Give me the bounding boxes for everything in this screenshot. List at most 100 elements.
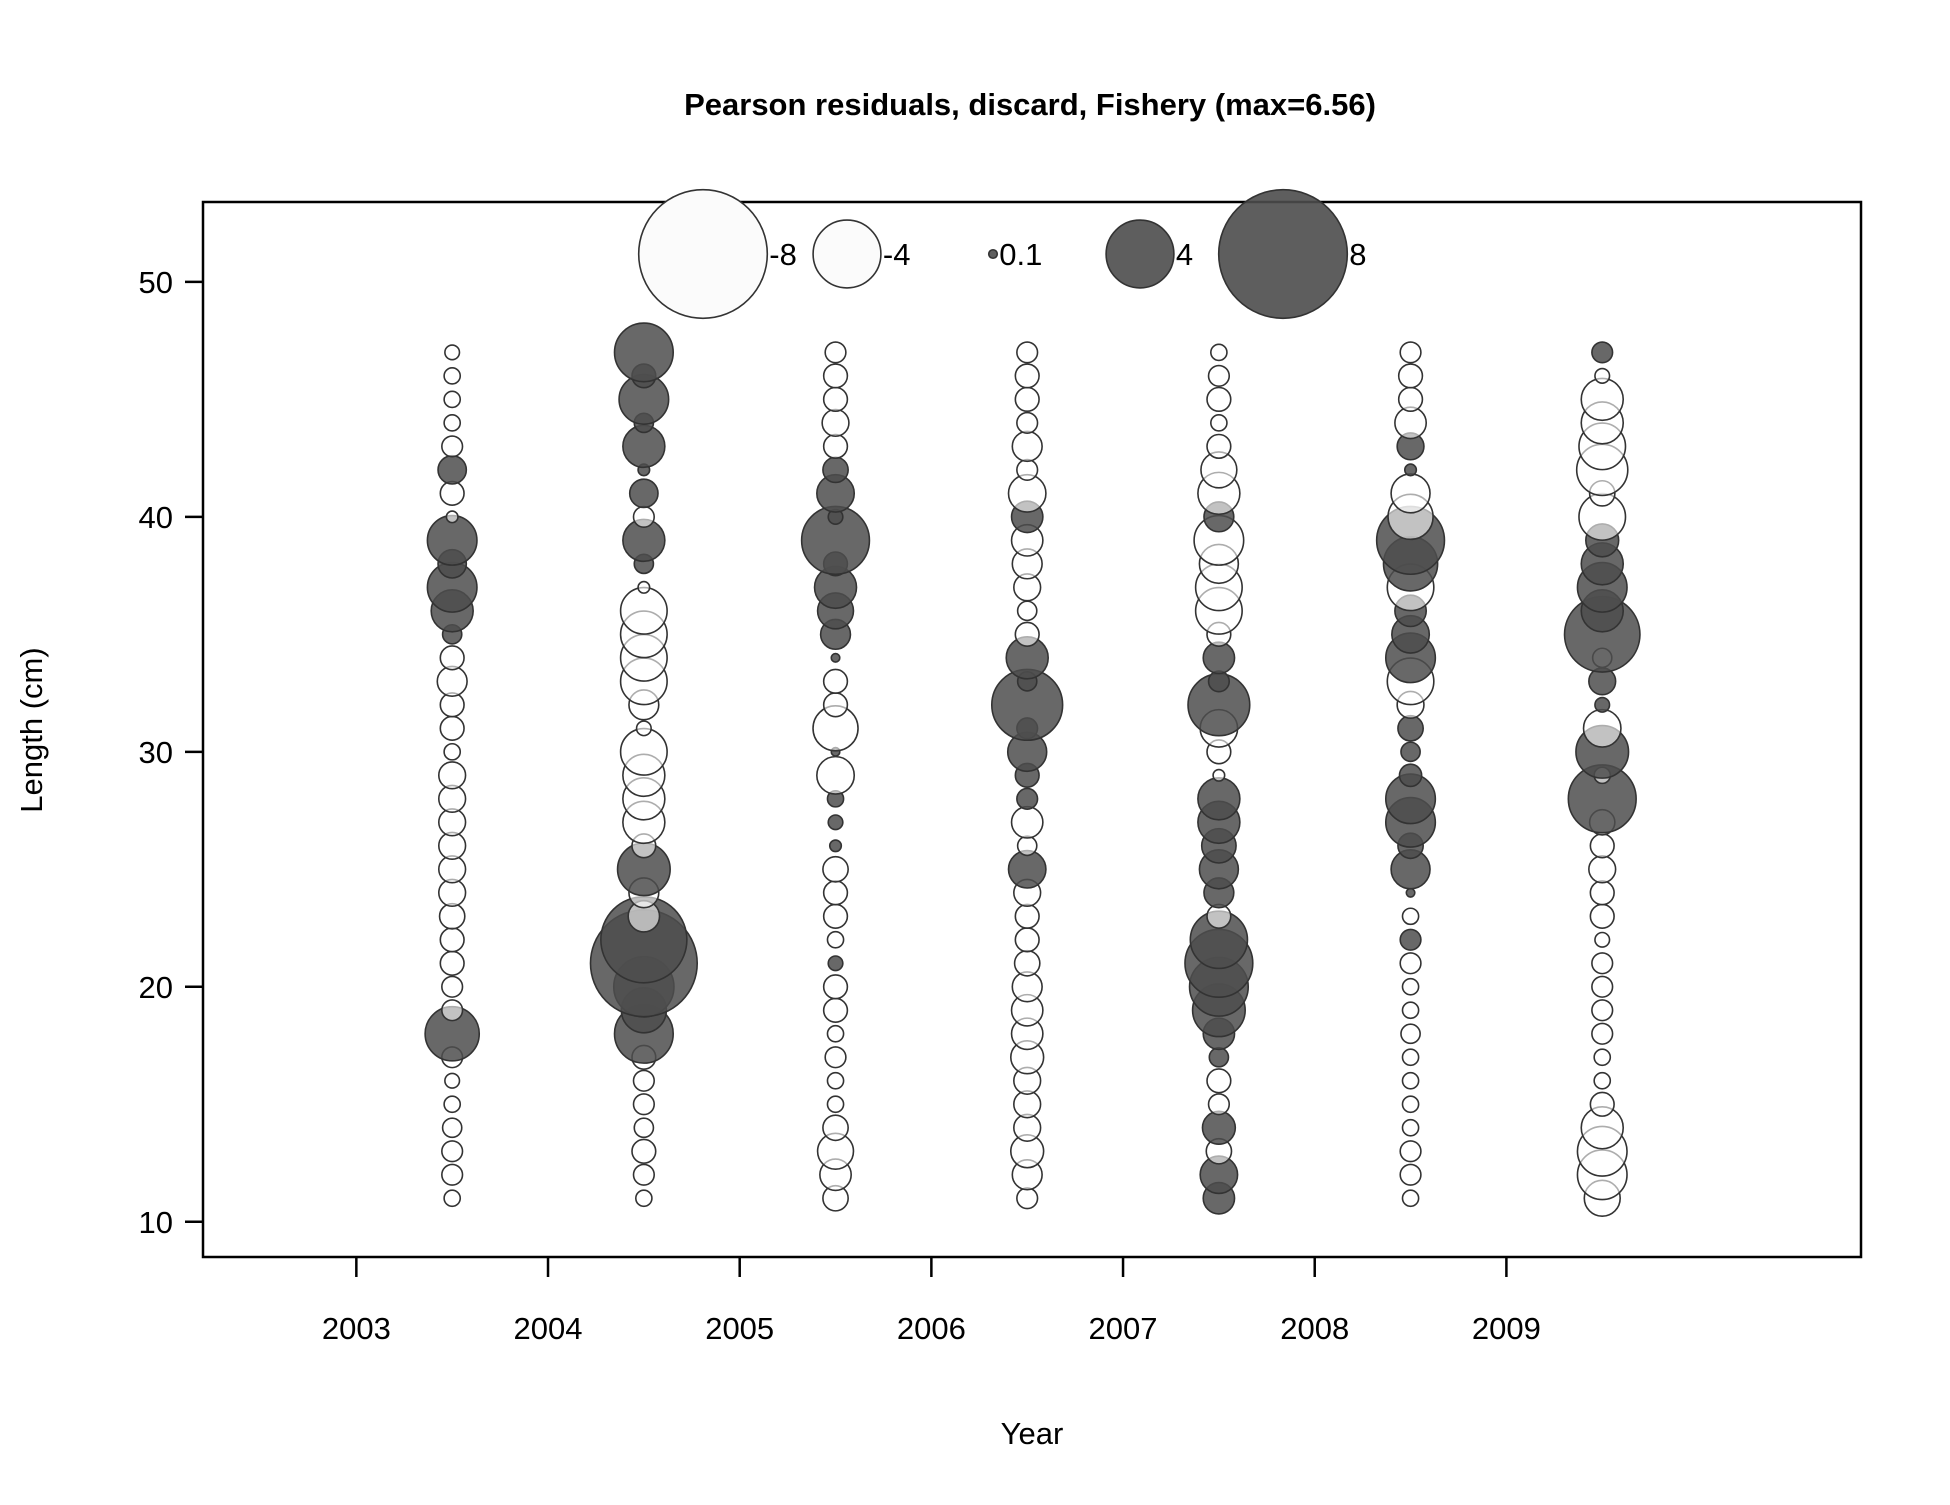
y-axis: 10 20 30 40 50 bbox=[139, 265, 203, 1240]
bubble-2005-len-33 bbox=[822, 668, 849, 694]
bubble-2005-len-27 bbox=[827, 814, 844, 831]
bubble-2003-len-46 bbox=[443, 367, 462, 385]
bubble-2005-len-19 bbox=[822, 997, 849, 1023]
bubble-2006-len-25 bbox=[1007, 849, 1047, 889]
bubble-2006-len-22 bbox=[1014, 927, 1040, 953]
bubble-2004-len-11 bbox=[634, 1189, 653, 1208]
bubble-2005-len-21 bbox=[827, 955, 844, 972]
y-tick-label: 10 bbox=[139, 1205, 173, 1240]
bubble-2009-len-17 bbox=[1593, 1048, 1612, 1067]
y-tick-label: 50 bbox=[139, 265, 173, 300]
bubble-2007-len-28 bbox=[1197, 777, 1241, 821]
bubble-2007-len-45 bbox=[1206, 386, 1232, 413]
bubble-2004-len-31 bbox=[635, 720, 652, 737]
bubble-2005-len-32 bbox=[822, 692, 849, 718]
bubble-2003-len-42 bbox=[437, 454, 468, 485]
bubble-2006-len-36 bbox=[1016, 600, 1038, 622]
bubble-2004-len-41 bbox=[628, 478, 659, 509]
bubble-2006-len-27 bbox=[1010, 805, 1044, 839]
bubble-2008-len-41 bbox=[1390, 473, 1431, 514]
x-tick-label: 2004 bbox=[514, 1311, 583, 1346]
bubble-2007-len-44 bbox=[1210, 414, 1228, 432]
bubble-2005-len-42 bbox=[822, 456, 849, 484]
bubble-2009-len-32 bbox=[1594, 696, 1611, 713]
bubble-2008-len-29 bbox=[1398, 763, 1423, 788]
bubble-2008-len-19 bbox=[1401, 1001, 1420, 1020]
chart-title: Pearson residuals, discard, Fishery (max… bbox=[684, 87, 1376, 122]
bubble-2009-len-24 bbox=[1589, 880, 1615, 906]
bubble-2005-len-45 bbox=[822, 386, 849, 413]
bubble-2005-len-34 bbox=[830, 652, 841, 663]
legend-bubble bbox=[1105, 219, 1175, 289]
bubble-2005-len-20 bbox=[822, 974, 849, 1000]
y-tick-label: 20 bbox=[139, 970, 173, 1005]
bubble-2008-len-31 bbox=[1397, 714, 1424, 742]
bubble-2005-len-15 bbox=[826, 1095, 845, 1114]
bubble-2006-len-11 bbox=[1016, 1187, 1039, 1210]
bubble-2006-len-45 bbox=[1014, 386, 1040, 413]
bubble-2009-len-19 bbox=[1591, 999, 1614, 1022]
x-tick-label: 2003 bbox=[322, 1311, 391, 1346]
bubble-2008-len-45 bbox=[1397, 386, 1424, 413]
bubble-2007-len-29 bbox=[1212, 768, 1226, 782]
bubble-2008-len-30 bbox=[1400, 741, 1421, 763]
legend-label: 8 bbox=[1349, 237, 1366, 272]
bubble-2003-len-43 bbox=[441, 435, 464, 458]
bubble-2007-len-46 bbox=[1207, 364, 1231, 388]
bubble-2003-len-22 bbox=[439, 927, 465, 953]
bubble-2004-len-47 bbox=[613, 322, 674, 383]
bubble-2007-len-47 bbox=[1210, 343, 1228, 362]
bubble-2005-len-17 bbox=[824, 1046, 847, 1069]
bubble-2006-len-21 bbox=[1013, 949, 1041, 977]
bubble-2009-len-45 bbox=[1580, 377, 1625, 422]
bubble-2008-len-20 bbox=[1401, 977, 1420, 996]
bubble-2007-len-14 bbox=[1201, 1110, 1237, 1145]
legend-bubble bbox=[1217, 188, 1349, 320]
legend-label: 0.1 bbox=[999, 237, 1042, 272]
bubble-2003-len-20 bbox=[441, 975, 464, 998]
bubble-2003-len-12 bbox=[441, 1163, 464, 1186]
bubble-2005-len-29 bbox=[816, 755, 856, 795]
bubble-2006-len-47 bbox=[1016, 341, 1039, 364]
bubble-2003-len-47 bbox=[444, 344, 461, 361]
bubble-2003-len-14 bbox=[441, 1117, 463, 1139]
bubble-2007-len-15 bbox=[1207, 1093, 1231, 1116]
bubble-2003-len-31 bbox=[439, 715, 465, 741]
bubble-2004-len-12 bbox=[632, 1163, 655, 1186]
bubble-2009-len-31 bbox=[1582, 708, 1622, 748]
bubble-2003-len-23 bbox=[438, 902, 466, 930]
bubble-2005-len-24 bbox=[822, 880, 849, 906]
bubble-2009-len-25 bbox=[1588, 855, 1617, 884]
bubble-2004-len-36 bbox=[619, 586, 668, 635]
bubble-2009-len-47 bbox=[1591, 341, 1614, 364]
bubble-2004-len-15 bbox=[632, 1093, 655, 1116]
bubble-2005-len-44 bbox=[821, 408, 850, 438]
bubble-2009-len-18 bbox=[1591, 1022, 1614, 1045]
bubble-2009-len-21 bbox=[1591, 952, 1614, 975]
bubble-2008-len-21 bbox=[1399, 952, 1422, 975]
bubble-2008-len-18 bbox=[1400, 1023, 1421, 1045]
bubble-2003-len-45 bbox=[443, 390, 462, 409]
x-axis: 2003 2004 2005 2006 2007 2008 2009 bbox=[322, 1257, 1541, 1346]
bubble-2006-len-26 bbox=[1016, 835, 1038, 857]
legend-bubble bbox=[637, 188, 769, 320]
bubble-2009-len-23 bbox=[1589, 903, 1615, 929]
legend-label: -4 bbox=[883, 237, 911, 272]
bubble-2005-len-26 bbox=[828, 839, 843, 853]
bubble-2006-len-42 bbox=[1016, 458, 1039, 482]
bubble-2008-len-42 bbox=[1403, 463, 1418, 477]
bubble-2003-len-34 bbox=[439, 645, 465, 671]
bubble-2005-len-25 bbox=[822, 855, 849, 883]
bubble-2009-len-16 bbox=[1593, 1071, 1612, 1090]
bubble-2006-len-46 bbox=[1014, 363, 1040, 389]
bubble-2004-len-14 bbox=[633, 1117, 655, 1139]
bubble-2008-len-46 bbox=[1397, 363, 1424, 389]
bubble-2009-len-22 bbox=[1594, 931, 1611, 948]
x-tick-label: 2007 bbox=[1089, 1311, 1158, 1346]
bubble-2003-len-40 bbox=[445, 510, 459, 524]
bubble-2008-len-24 bbox=[1405, 887, 1416, 898]
bubble-2009-len-26 bbox=[1589, 833, 1615, 859]
y-axis-label: Length (cm) bbox=[14, 647, 49, 812]
